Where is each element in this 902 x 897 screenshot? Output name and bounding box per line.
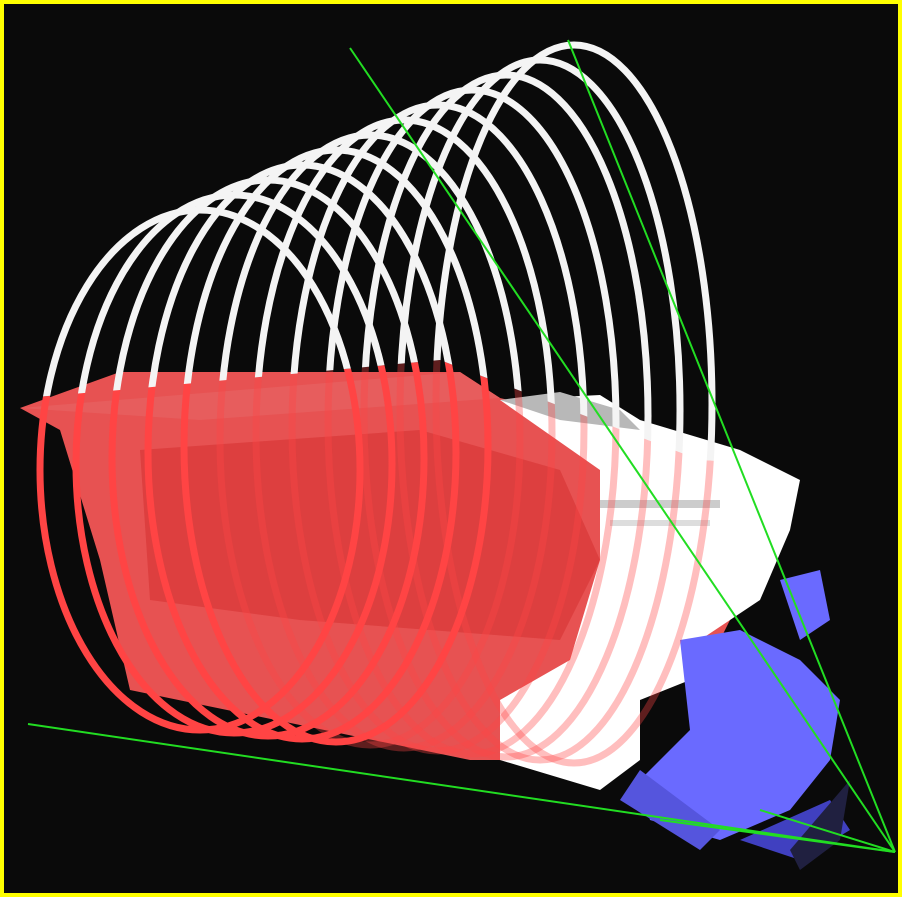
green-line: [27, 723, 896, 853]
ring: [144, 360, 460, 743]
ring: [216, 360, 524, 749]
green-line: [349, 47, 896, 853]
ring: [288, 360, 588, 755]
green-line: [759, 809, 896, 853]
ring: [252, 360, 556, 752]
axis-lines: [27, 39, 896, 853]
green-line: [567, 39, 896, 853]
ring: [108, 360, 428, 740]
green-line: [659, 819, 896, 853]
body-blue: [620, 570, 850, 870]
ring: [180, 360, 492, 746]
ring-group: [36, 41, 716, 767]
